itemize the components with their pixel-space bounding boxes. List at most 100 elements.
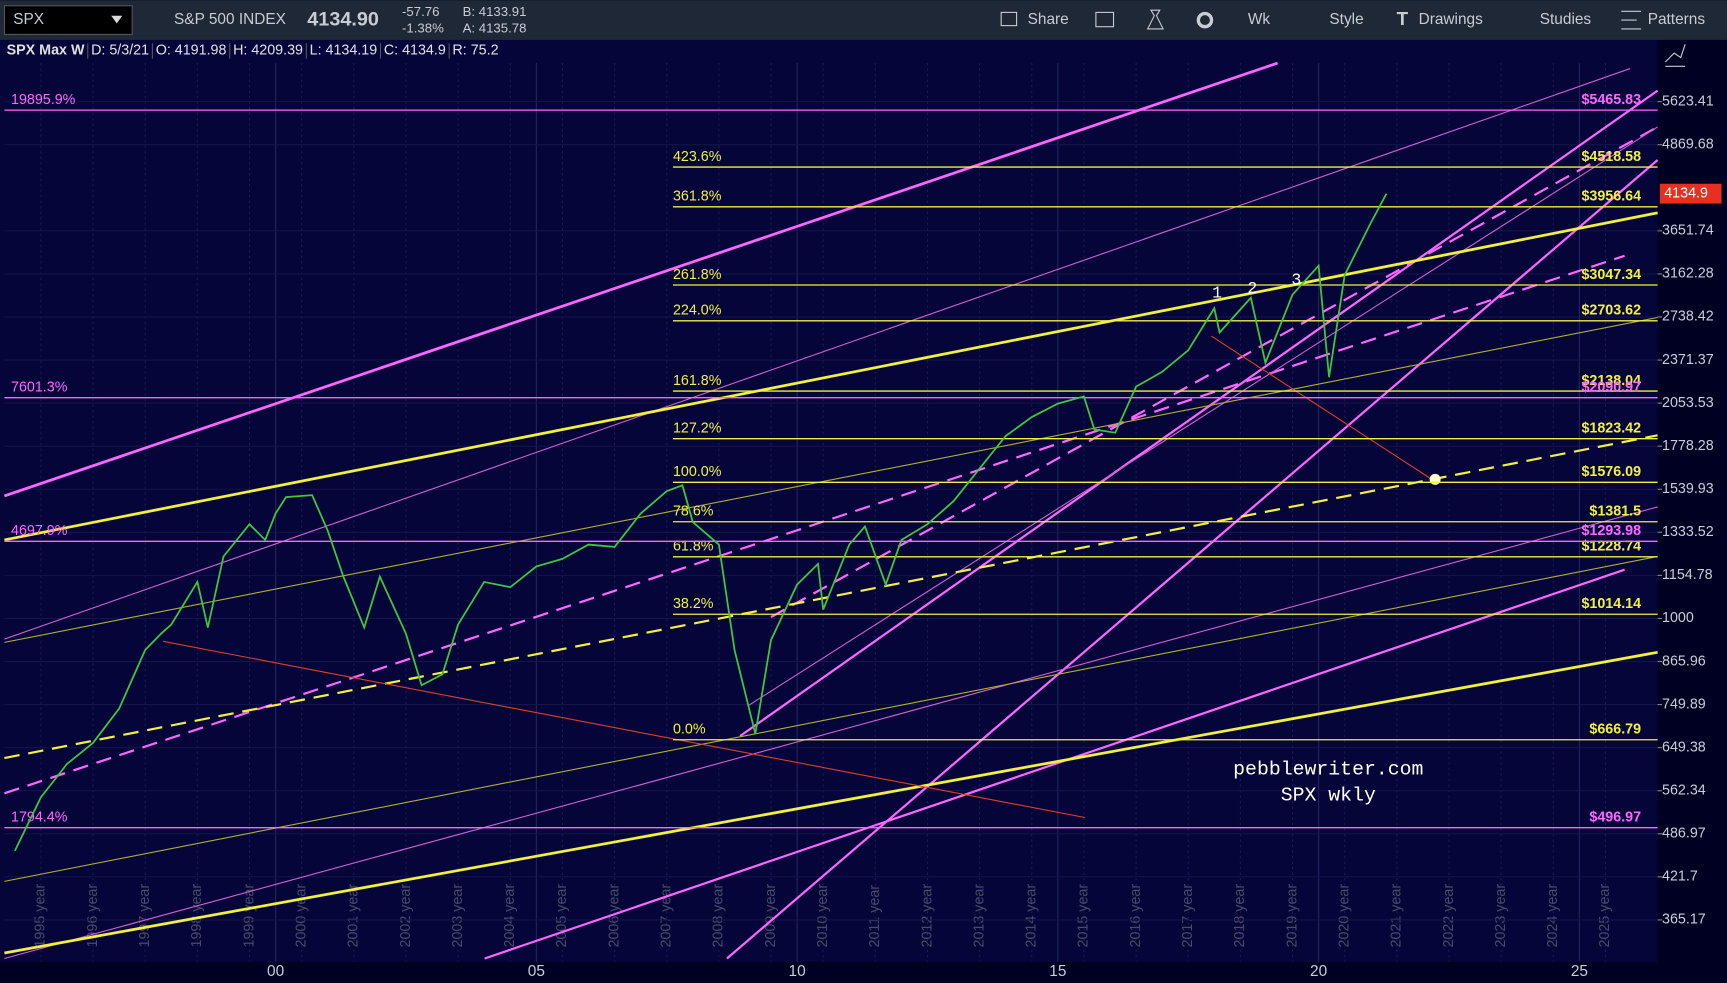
level-label: 224.0% [673,303,722,319]
year-label: 2020 year [1336,884,1352,948]
year-label: 2006 year [606,884,622,948]
change: -57.76 [402,4,439,19]
y-tick-label: 4869.68 [1662,136,1714,152]
axis-icon[interactable] [1664,44,1686,67]
last-price-label: 4134.9 [1664,185,1708,201]
year-label: 1998 year [189,884,205,948]
button[interactable]: Share [1028,11,1069,28]
button[interactable]: Drawings [1419,11,1484,28]
level-label: 78.6% [673,504,714,520]
level-price-label: $3956.64 [1581,189,1641,205]
settings-icon[interactable] [1196,11,1214,29]
x-tick-label: 00 [267,963,284,980]
year-label: 1996 year [85,884,101,948]
dropdown-icon[interactable] [111,15,123,24]
y-tick-label: 562.34 [1662,783,1706,799]
trend-line [484,568,1625,960]
annotation: pebblewriter.com [1233,757,1423,780]
trend-line [4,506,1658,960]
year-label: 1999 year [241,884,257,948]
level-label: 423.6% [673,149,722,165]
year-label: 2010 year [815,884,831,948]
symbol-box[interactable] [3,5,133,35]
level-label: 1794.4% [11,810,68,826]
year-label: 2021 year [1389,884,1405,948]
level-label: 261.8% [673,267,722,283]
year-label: 2018 year [1232,884,1248,948]
marker-dot [1429,473,1441,485]
patterns-icon[interactable] [1621,10,1642,30]
share-icon[interactable] [1000,11,1018,27]
y-tick-label: 3651.74 [1662,223,1714,239]
grid-icon[interactable] [1095,11,1115,28]
header-item: C: 4134.9 [384,43,446,59]
level-price-label: $1293.98 [1581,523,1641,539]
year-label: 2019 year [1284,884,1300,948]
level-price-label: $1823.42 [1581,421,1641,437]
level-label: 4697.9% [11,523,68,539]
year-label: 2022 year [1441,884,1457,948]
trend-line [4,434,1658,760]
annotation: 3 [1291,270,1301,289]
header-item: O: 4191.98 [156,43,227,59]
x-tick-label: 25 [1571,963,1588,980]
y-tick-label: 1000 [1662,610,1694,626]
y-tick-label: 1333.52 [1662,524,1714,540]
year-label: 2023 year [1493,884,1509,948]
drawings-icon[interactable]: T [1397,8,1409,29]
last-price: 4134.90 [307,8,379,30]
header-item: L: 4134.19 [310,43,378,59]
button[interactable]: Studies [1540,11,1592,28]
header-item: H: 4209.39 [233,43,303,59]
header-item: SPX Max W [7,43,85,59]
x-tick-label: 15 [1049,963,1066,980]
trend-line [739,89,1659,737]
y-tick-label: 2738.42 [1662,309,1714,325]
trend-line [4,68,1631,640]
bid: B: 4133.91 [463,4,527,19]
year-label: 2004 year [502,884,518,948]
y-tick-label: 2371.37 [1662,352,1714,368]
y-tick-label: 1778.28 [1662,438,1714,454]
trend-line [726,159,1659,960]
trend-line [4,316,1658,643]
button[interactable]: Patterns [1648,11,1706,28]
year-label: 2014 year [1024,884,1040,948]
change-pct: -1.38% [402,20,444,35]
time-axis [0,961,1658,983]
y-tick-label: 5623.41 [1662,93,1714,109]
trend-line [162,640,1085,819]
level-price-label: $2703.62 [1581,303,1641,319]
x-tick-label: 05 [528,963,545,980]
header-item: D: 5/3/21 [91,43,149,59]
header-item: R: 75.2 [452,43,498,59]
button[interactable]: Style [1329,11,1363,28]
level-label: 38.2% [673,596,714,612]
y-tick-label: 749.89 [1662,696,1706,712]
trend-line [1211,335,1433,480]
button[interactable]: Wk [1248,11,1271,28]
ask: A: 4135.78 [463,20,527,35]
y-tick-label: 3162.28 [1662,266,1714,282]
flask-icon[interactable] [1146,9,1164,30]
symbol[interactable]: SPX [13,11,44,28]
year-label: 2007 year [659,884,675,948]
annotation: SPX wkly [1281,784,1376,807]
level-price-label: $666.79 [1589,722,1641,738]
year-label: 2016 year [1128,884,1144,948]
level-label: 19895.9% [11,92,76,108]
year-label: 1997 year [137,884,153,948]
trend-line [3,61,1279,498]
trend-line [748,126,1658,706]
year-label: 2005 year [554,884,570,948]
trend-line [4,650,1658,955]
level-price-label: $1381.5 [1589,504,1641,520]
year-label: 2024 year [1545,884,1561,948]
level-label: 100.0% [673,464,722,480]
instrument-name: S&P 500 INDEX [174,11,286,28]
year-label: 2012 year [919,884,935,948]
y-tick-label: 365.17 [1662,912,1706,928]
level-label: 161.8% [673,373,722,389]
